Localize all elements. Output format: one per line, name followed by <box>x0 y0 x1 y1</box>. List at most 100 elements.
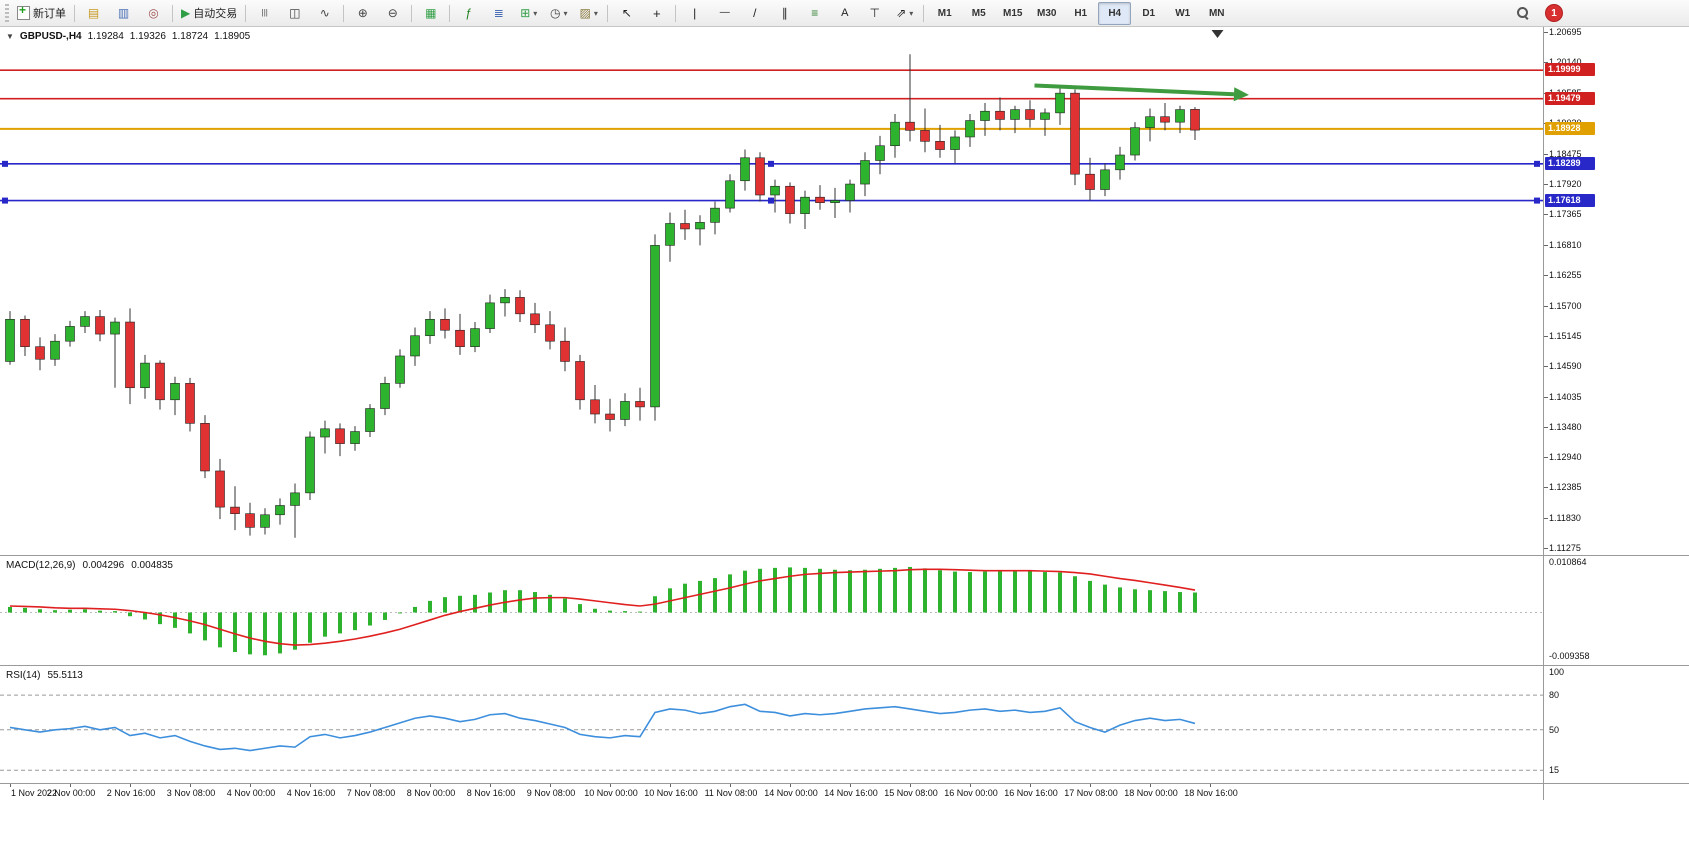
time-axis-tick <box>670 784 671 787</box>
candle <box>845 183 855 201</box>
price-line-label[interactable]: 1.18289 <box>1545 156 1595 170</box>
price-line-label[interactable]: 1.18928 <box>1545 121 1595 135</box>
candle <box>1040 112 1050 120</box>
market-watch-button[interactable]: ▤ <box>79 2 108 25</box>
trendline-icon: / <box>753 6 757 20</box>
panel-divider[interactable] <box>0 665 1689 666</box>
toolbar-grip[interactable] <box>5 4 9 22</box>
macd-signal-line <box>9 568 1196 646</box>
arrows-button[interactable]: ⇗ ▾ <box>890 2 919 25</box>
chart-shift-marker[interactable] <box>1211 30 1224 38</box>
time-axis-label: 2 Nov 16:00 <box>106 788 156 798</box>
time-axis-label: 8 Nov 16:00 <box>466 788 516 798</box>
objects-button[interactable]: ⊞ ▾ <box>514 2 543 25</box>
candle <box>650 245 660 408</box>
time-axis-label: 16 Nov 00:00 <box>944 788 998 798</box>
time-axis-tick <box>610 784 611 787</box>
macd-panel[interactable] <box>0 556 1543 664</box>
new-order-button[interactable]: 新订单 <box>13 2 70 25</box>
price-chart[interactable] <box>0 27 1543 555</box>
line-handle[interactable] <box>768 197 774 204</box>
dropdown-arrow-icon[interactable]: ▾ <box>563 8 568 18</box>
notification-badge[interactable]: 1 <box>1545 4 1563 22</box>
price-axis-tick <box>1544 396 1548 398</box>
line-chart-button[interactable]: ∿ <box>310 2 339 25</box>
text-button[interactable]: A <box>830 2 859 25</box>
candle <box>605 413 615 420</box>
rsi-name: RSI(14) <box>6 670 41 681</box>
candlestick-button[interactable]: ◫ <box>280 2 309 25</box>
price-line-label[interactable]: 1.19999 <box>1545 63 1595 77</box>
periods-button[interactable]: ◷ ▾ <box>544 2 573 25</box>
channel-button[interactable]: ∥ <box>770 2 799 25</box>
timeframe-m30[interactable]: M30 <box>1037 7 1057 19</box>
trend-arrow[interactable] <box>1034 83 1235 97</box>
horizontal-line-button[interactable]: — <box>710 2 739 25</box>
timeframe-m5[interactable]: M5 <box>971 7 986 19</box>
time-axis-tick <box>130 784 131 787</box>
autotrading-button[interactable]: ▶ 自动交易 <box>177 2 241 25</box>
navigator-button[interactable]: ◎ <box>139 2 168 25</box>
candle <box>1055 92 1065 114</box>
timeframe-h4[interactable]: H4 <box>1098 1 1132 25</box>
line-handle[interactable] <box>2 160 8 167</box>
price-axis-tick <box>1544 32 1548 34</box>
zoom-in-icon: ⊕ <box>357 6 368 20</box>
trendline-button[interactable]: / <box>740 2 769 25</box>
candle <box>1115 154 1125 171</box>
candle <box>440 318 450 331</box>
candle <box>185 383 195 424</box>
candle <box>770 185 780 196</box>
timeframe-d1[interactable]: D1 <box>1142 7 1156 19</box>
price-axis[interactable]: 1.206951.201401.195851.190301.184751.179… <box>1543 27 1689 800</box>
toolbar-right: 1 <box>1508 2 1563 25</box>
candle <box>830 200 840 203</box>
rsi-panel[interactable] <box>0 666 1543 782</box>
candle <box>515 297 525 315</box>
price-axis-label: 1.11275 <box>1549 542 1581 553</box>
vertical-line-button[interactable]: | <box>680 2 709 25</box>
tile-windows-button[interactable]: ▦ <box>416 2 445 25</box>
zoom-out-button[interactable]: ⊖ <box>378 2 407 25</box>
search-button[interactable] <box>1508 2 1537 25</box>
price-axis-label: 1.15145 <box>1549 330 1582 341</box>
timeframe-m15[interactable]: M15 <box>1003 7 1023 19</box>
macd-value-signal: 0.004835 <box>131 560 173 571</box>
panel-divider[interactable] <box>0 555 1689 556</box>
indicators-button[interactable]: ƒ <box>454 2 483 25</box>
dropdown-arrow-icon[interactable]: ▾ <box>533 8 538 18</box>
toolbar-separator <box>607 4 609 22</box>
candle <box>935 141 945 150</box>
bar-chart-button[interactable]: ||| <box>250 2 279 25</box>
time-axis-label: 14 Nov 00:00 <box>764 788 818 798</box>
time-axis[interactable]: 1 Nov 2022 2 Nov 00:00 2 Nov 16:00 3 Nov 08… <box>0 783 1689 801</box>
dropdown-arrow-icon[interactable]: ▾ <box>593 8 598 18</box>
line-handle[interactable] <box>768 160 774 167</box>
trend-arrow-head[interactable] <box>1233 87 1249 102</box>
crosshair-button[interactable]: + <box>642 2 671 25</box>
dropdown-arrow-icon[interactable]: ▾ <box>909 8 914 18</box>
cursor-button[interactable]: ↖ <box>612 2 641 25</box>
price-line-label[interactable]: 1.19479 <box>1545 91 1595 105</box>
price-line-label[interactable]: 1.17618 <box>1545 193 1595 207</box>
timeframe-h1[interactable]: H1 <box>1074 7 1088 19</box>
fibonacci-button[interactable]: ≡ <box>800 2 829 25</box>
label-button[interactable]: ⊤ <box>860 2 889 25</box>
line-handle[interactable] <box>1534 160 1540 167</box>
candle <box>215 470 225 508</box>
fibonacci-icon: ≡ <box>811 6 819 20</box>
price-axis-label: 1.12940 <box>1549 451 1582 462</box>
timeframe-m1[interactable]: M1 <box>937 7 952 19</box>
toolbar-separator <box>172 4 173 22</box>
zoom-in-button[interactable]: ⊕ <box>348 2 377 25</box>
data-window-button[interactable]: ▥ <box>109 2 138 25</box>
timeframe-w1[interactable]: W1 <box>1175 7 1191 19</box>
indicator-windows-button[interactable]: ≣ <box>484 2 513 25</box>
templates-button[interactable]: ▨ ▾ <box>574 2 603 25</box>
one-click-trading-toggle[interactable]: ▼ <box>6 32 14 41</box>
rsi-axis-label: 100 <box>1549 667 1565 677</box>
line-handle[interactable] <box>1534 197 1540 204</box>
line-handle[interactable] <box>2 197 8 204</box>
timeframe-mn[interactable]: MN <box>1208 7 1225 19</box>
